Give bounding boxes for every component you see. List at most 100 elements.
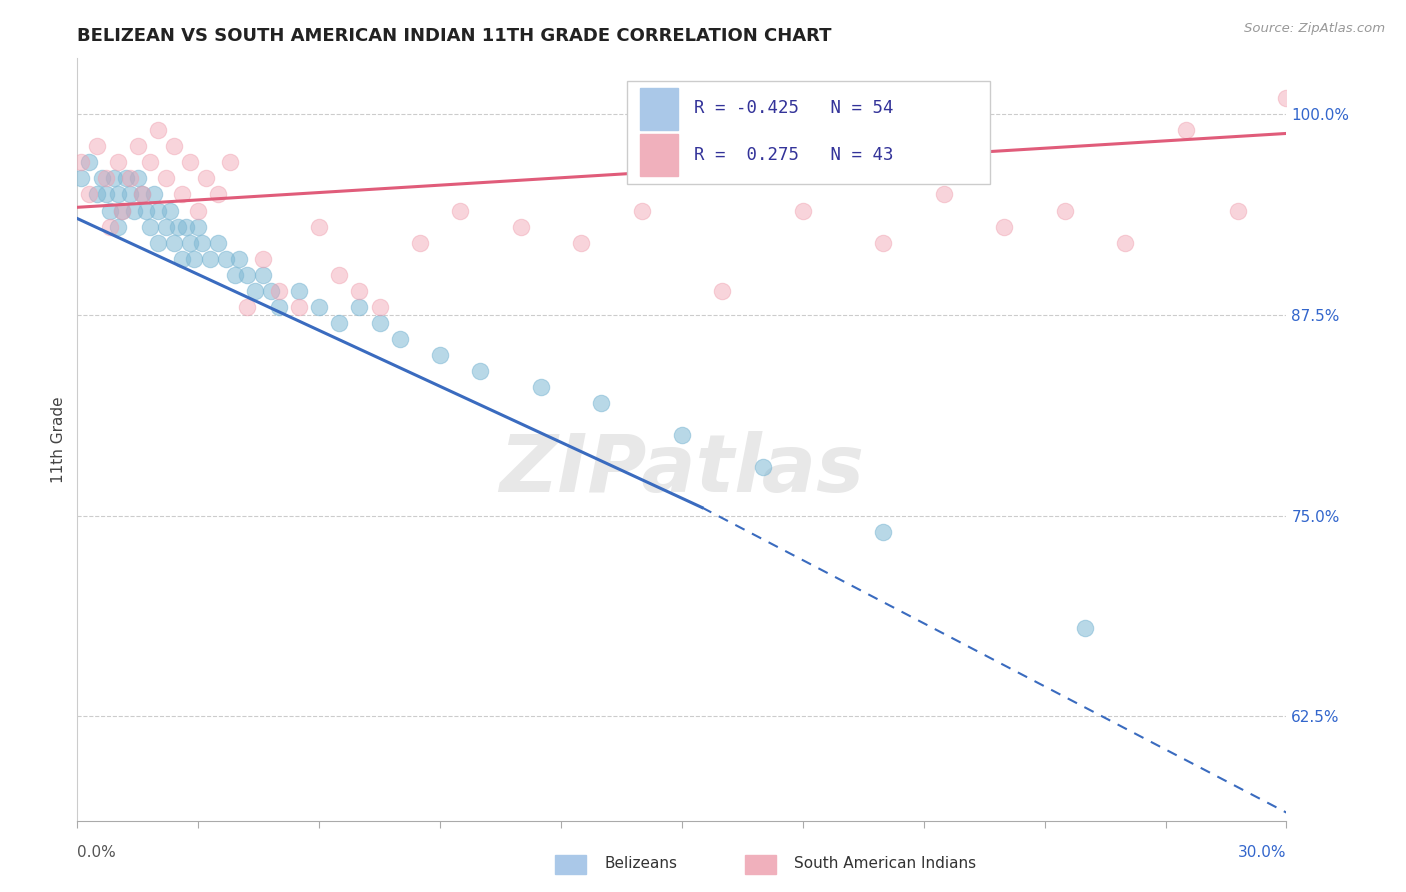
Point	[86, 139, 108, 153]
Point	[228, 252, 250, 266]
Text: Belizeans: Belizeans	[605, 856, 678, 871]
Point	[79, 187, 101, 202]
Point	[172, 252, 194, 266]
Point	[127, 139, 149, 153]
Point	[90, 171, 112, 186]
Point	[388, 332, 411, 346]
Text: Source: ZipAtlas.com: Source: ZipAtlas.com	[1244, 22, 1385, 36]
Point	[308, 300, 330, 314]
Point	[114, 171, 136, 186]
Point	[368, 300, 391, 314]
Point	[252, 268, 274, 282]
Point	[243, 284, 266, 298]
Point	[98, 219, 121, 234]
Point	[224, 268, 246, 282]
Point	[1227, 203, 1250, 218]
Point	[630, 203, 652, 218]
Point	[155, 219, 177, 234]
Point	[103, 171, 125, 186]
Point	[86, 187, 108, 202]
Point	[139, 219, 162, 234]
Point	[174, 219, 197, 234]
Point	[235, 268, 257, 282]
Point	[94, 171, 117, 186]
Point	[107, 219, 129, 234]
Point	[159, 203, 181, 218]
Text: R = -0.425   N = 54: R = -0.425 N = 54	[695, 99, 893, 118]
Text: 0.0%: 0.0%	[77, 845, 117, 860]
Text: ZIPatlas: ZIPatlas	[499, 431, 865, 508]
Point	[183, 252, 205, 266]
Point	[751, 460, 773, 475]
Point	[187, 219, 209, 234]
Point	[409, 235, 432, 250]
Point	[118, 187, 141, 202]
Point	[111, 203, 134, 218]
Point	[163, 139, 186, 153]
Point	[1174, 123, 1197, 137]
Point	[993, 219, 1015, 234]
Y-axis label: 11th Grade: 11th Grade	[51, 396, 66, 483]
Point	[260, 284, 283, 298]
Text: South American Indians: South American Indians	[794, 856, 977, 871]
Point	[207, 187, 229, 202]
Point	[671, 428, 693, 442]
Point	[179, 235, 201, 250]
Bar	[640, 134, 678, 176]
Text: R =  0.275   N = 43: R = 0.275 N = 43	[695, 145, 893, 163]
Point	[267, 300, 290, 314]
Point	[1275, 91, 1298, 105]
Point	[70, 171, 93, 186]
Point	[118, 171, 141, 186]
Point	[509, 219, 531, 234]
Point	[131, 187, 153, 202]
Point	[94, 187, 117, 202]
Point	[569, 235, 592, 250]
Point	[146, 235, 169, 250]
Point	[711, 284, 734, 298]
Point	[872, 235, 894, 250]
Point	[146, 203, 169, 218]
Point	[98, 203, 121, 218]
Point	[349, 284, 371, 298]
Point	[127, 171, 149, 186]
Point	[349, 300, 371, 314]
Point	[872, 524, 894, 539]
Point	[267, 284, 290, 298]
Point	[591, 396, 613, 410]
Point	[200, 252, 222, 266]
Point	[107, 155, 129, 169]
Point	[135, 203, 157, 218]
Point	[932, 187, 955, 202]
Point	[191, 235, 214, 250]
Point	[111, 203, 134, 218]
Point	[1053, 203, 1076, 218]
Point	[530, 380, 553, 394]
Point	[155, 171, 177, 186]
Point	[142, 187, 165, 202]
Point	[146, 123, 169, 137]
Point	[235, 300, 257, 314]
Point	[252, 252, 274, 266]
Text: 30.0%: 30.0%	[1239, 845, 1286, 860]
Point	[215, 252, 238, 266]
Point	[172, 187, 194, 202]
Point	[107, 187, 129, 202]
Point	[163, 235, 186, 250]
Point	[195, 171, 218, 186]
Point	[429, 348, 451, 362]
Point	[167, 219, 190, 234]
Point	[328, 268, 350, 282]
FancyBboxPatch shape	[627, 81, 990, 184]
Point	[207, 235, 229, 250]
Point	[1114, 235, 1136, 250]
Point	[122, 203, 145, 218]
Point	[792, 203, 814, 218]
Point	[139, 155, 162, 169]
Text: BELIZEAN VS SOUTH AMERICAN INDIAN 11TH GRADE CORRELATION CHART: BELIZEAN VS SOUTH AMERICAN INDIAN 11TH G…	[77, 28, 832, 45]
Point	[288, 284, 311, 298]
Point	[470, 364, 492, 378]
Point	[288, 300, 311, 314]
Point	[70, 155, 93, 169]
Bar	[640, 87, 678, 129]
